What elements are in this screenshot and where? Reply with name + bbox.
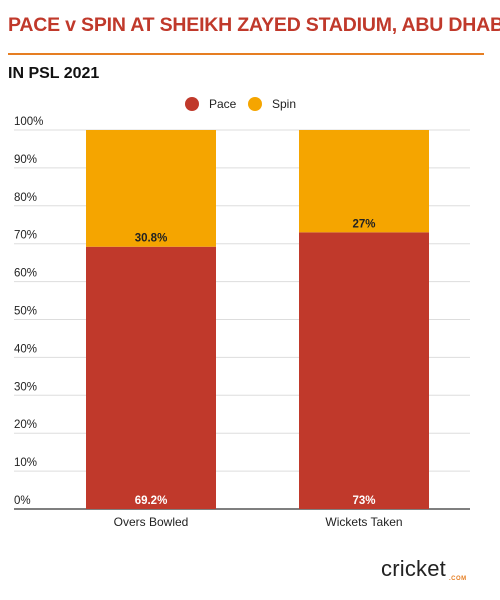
y-tick-label: 80%: [14, 192, 37, 204]
title-divider: [8, 53, 484, 55]
logo-wordmark: cricket: [381, 556, 446, 581]
cricket-com-logo: cricket .COM: [381, 556, 471, 586]
bar-spin-1: [86, 130, 216, 247]
data-label-spin: 30.8%: [135, 233, 168, 245]
bar-pace-1: [86, 246, 216, 509]
legend-swatch-pace: [185, 97, 199, 111]
legend-label-spin: Spin: [272, 97, 296, 111]
legend-label-pace: Pace: [209, 97, 237, 111]
bar-pace-2: [299, 232, 429, 509]
x-tick-label: Wickets Taken: [325, 515, 402, 529]
x-tick-label: Overs Bowled: [114, 515, 189, 529]
data-label-pace: 69.2%: [135, 495, 168, 507]
y-tick-label: 40%: [14, 343, 37, 355]
logo-suffix: .COM: [449, 576, 467, 582]
y-tick-label: 60%: [14, 268, 37, 280]
bar-spin-2: [299, 130, 429, 233]
legend-swatch-spin: [248, 97, 262, 111]
chart-title: PACE v SPIN AT SHEIKH ZAYED STADIUM, ABU…: [8, 14, 500, 36]
y-tick-label: 90%: [14, 154, 37, 166]
y-tick-label: 0%: [14, 495, 31, 507]
y-tick-label: 30%: [14, 381, 37, 393]
y-tick-label: 20%: [14, 419, 37, 431]
y-tick-label: 10%: [14, 457, 37, 469]
chart-subtitle: IN PSL 2021: [8, 65, 100, 82]
y-tick-label: 100%: [14, 116, 43, 128]
data-label-pace: 73%: [352, 495, 375, 507]
data-label-spin: 27%: [352, 218, 375, 230]
y-tick-label: 50%: [14, 306, 37, 318]
y-tick-label: 70%: [14, 230, 37, 242]
